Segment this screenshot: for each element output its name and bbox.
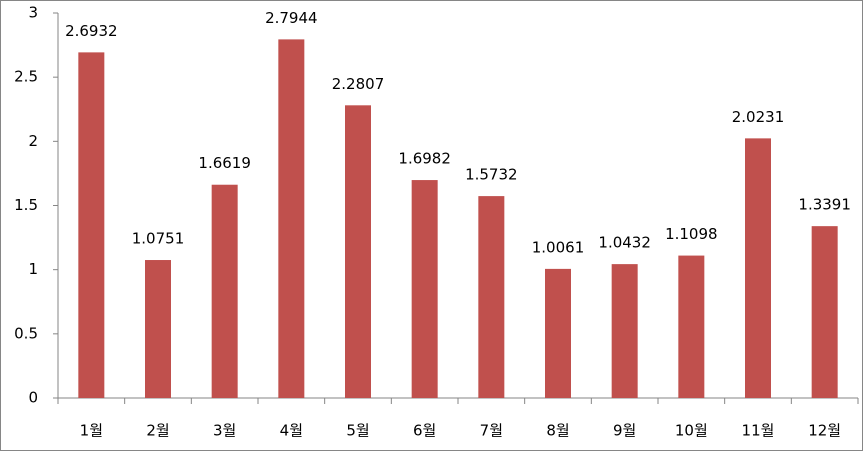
x-tick-label: 10월 <box>675 422 708 440</box>
y-tick-label: 0 <box>28 389 38 407</box>
bar <box>545 268 571 398</box>
bar <box>278 39 305 398</box>
x-tick-label: 9월 <box>613 422 636 440</box>
bar <box>145 260 171 398</box>
bar <box>411 180 438 398</box>
y-tick-label: 1.5 <box>14 196 38 214</box>
bar <box>478 196 505 398</box>
data-label: 1.0432 <box>598 234 651 252</box>
x-tick-label: 7월 <box>480 422 503 440</box>
x-tick-label: 3월 <box>213 422 236 440</box>
y-tick-label: 2.5 <box>14 68 38 86</box>
bar <box>678 255 705 398</box>
data-label: 1.6982 <box>398 150 451 168</box>
y-tick-label: 0.5 <box>14 324 38 342</box>
data-label: 1.0061 <box>532 238 585 256</box>
bar <box>78 52 105 398</box>
data-label: 1.0751 <box>132 230 185 248</box>
x-tick-label: 12월 <box>808 422 841 440</box>
bar <box>811 226 838 398</box>
data-label: 2.7944 <box>265 9 318 27</box>
x-tick-label: 6월 <box>413 422 436 440</box>
x-tick-label: 4월 <box>280 422 303 440</box>
y-tick-label: 3 <box>28 4 38 22</box>
y-tick-label: 2 <box>28 132 38 150</box>
bar <box>745 138 771 398</box>
bar <box>611 264 638 398</box>
x-tick-label: 11월 <box>742 422 775 440</box>
data-label: 2.2807 <box>332 75 385 93</box>
bar <box>345 105 371 398</box>
x-tick-label: 5월 <box>346 422 369 440</box>
y-tick-label: 1 <box>28 260 38 278</box>
data-label: 2.0231 <box>732 108 785 126</box>
x-tick-label: 8월 <box>546 422 569 440</box>
x-tick-label: 2월 <box>146 422 169 440</box>
data-label: 1.1098 <box>665 225 718 243</box>
data-label: 2.6932 <box>65 22 118 40</box>
data-label: 1.5732 <box>465 166 518 184</box>
data-label: 1.3391 <box>798 196 851 214</box>
bar <box>211 184 238 398</box>
data-label: 1.6619 <box>198 154 251 172</box>
x-tick-label: 1월 <box>80 422 103 440</box>
